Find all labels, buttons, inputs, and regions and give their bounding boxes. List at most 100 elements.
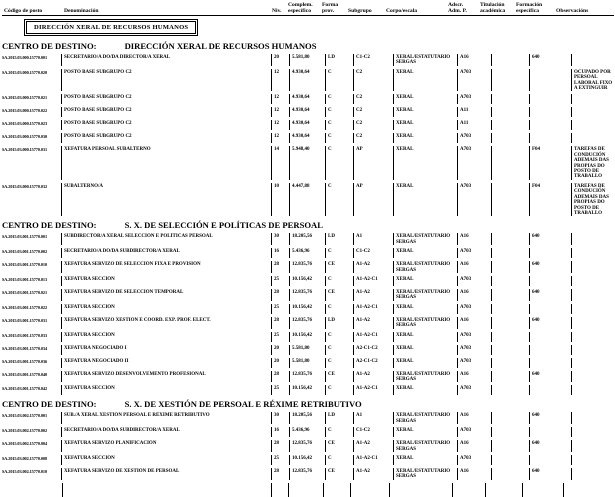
- centro-label: CENTRO DE DESTINO:: [2, 41, 97, 51]
- cell-titulacion: [491, 68, 529, 92]
- cell-titulacion: [491, 107, 529, 118]
- cell-observacions: [571, 385, 614, 396]
- cell-observacions: [571, 303, 614, 314]
- col-label: Corpo/escala: [386, 8, 418, 14]
- cell-corpo-escala: XERAL: [393, 303, 457, 314]
- table-row: SA.2015.03.000.15770.031 XEFATURA PERSOA…: [2, 146, 614, 180]
- centro-name: S. X. DE SELECCIÓN E POLÍTICAS DE PERSOA…: [124, 220, 323, 231]
- centro-name: DIRECCIÓN XERAL DE RECURSOS HUMANOS: [124, 41, 317, 51]
- cell-complemento: 12.835,76: [289, 468, 325, 480]
- cell-observacions: [571, 94, 614, 105]
- cell-observacions: [571, 427, 614, 438]
- table-row: SA.2015.03.001.15770.031 XEFATURA SERVIZ…: [2, 316, 614, 329]
- centro-label: CENTRO DE DESTINO:: [2, 399, 97, 410]
- cell-denominacion: POSTO BASE SUBGRUPO C2: [61, 68, 271, 92]
- cell-denominacion: XEFATURA SECCIÓN: [61, 275, 271, 286]
- cell-complemento: 10.156,42: [289, 331, 325, 342]
- cell-titulacion: [491, 440, 529, 452]
- cell-titulacion: [491, 233, 529, 246]
- cell-observacions: [571, 261, 614, 273]
- cell-complemento: 5.948,40: [289, 146, 325, 180]
- cell-titulacion: [491, 94, 529, 105]
- centro-name: S. X. DE XESTIÓN DE PERSOAL E RÉXIME RET…: [124, 399, 362, 410]
- cell-complemento: 4.930,64: [289, 107, 325, 118]
- cell-corpo-escala: XERAL: [393, 68, 457, 92]
- cell-corpo-escala: XERAL: [393, 385, 457, 396]
- cell-formacion: [529, 68, 571, 92]
- cell-denominacion: XEFATURA SERVIZO DESENVOLVEMENTO PROFESI…: [61, 370, 271, 383]
- cell-observacions: [571, 54, 614, 66]
- cell-codigo: SA.2015.03.002.15770.001: [2, 413, 47, 419]
- cell-complemento: 10.156,42: [289, 275, 325, 286]
- cell-nivel: 28: [271, 468, 289, 480]
- cell-complemento: 4.930,64: [289, 68, 325, 92]
- cell-nivel: 28: [271, 440, 289, 452]
- cell-titulacion: [491, 275, 529, 286]
- cell-adscricion: A16: [457, 468, 491, 480]
- cell-denominacion: XEFATURA SERVIZO PLANIFICACIÓN: [61, 440, 271, 452]
- cell-codigo: SA.2015.03.001.15770.002: [2, 249, 47, 255]
- table-row: SA.2015.03.001.15770.034 XEFATURA NEGOCI…: [2, 344, 614, 355]
- cell-complemento: 4.930,64: [289, 133, 325, 144]
- cell-denominacion: SECRETARIO/A DO/DA DIRECTOR/A XERAL: [61, 54, 271, 66]
- cell-forma-prov: C: [325, 331, 353, 342]
- table-row: SA.2015.03.001.15770.022 XEFATURA SECCIÓ…: [2, 303, 614, 314]
- cell-adscricion: A16: [457, 54, 491, 66]
- cell-nivel: 10: [271, 182, 289, 217]
- cell-denominacion: XEFATURA SERVIZO XESTIÓN E COORD. EXP. P…: [61, 316, 271, 329]
- col-label: Código de posto: [4, 8, 43, 14]
- cell-complemento: 5.581,80: [289, 357, 325, 368]
- cell-corpo-escala: XERAL: [393, 120, 457, 131]
- cell-forma-prov: C: [325, 146, 353, 180]
- cell-titulacion: [491, 427, 529, 438]
- cell-subgrupo: A1: [353, 233, 393, 246]
- cell-nivel: 28: [271, 261, 289, 273]
- cell-denominacion: SECRETARIO/A DO/DA SUBDIRECTOR/A XERAL: [61, 427, 271, 438]
- cell-titulacion: [491, 385, 529, 396]
- col-forma-provision: Forma prov.: [320, 2, 346, 14]
- cell-adscricion: A703: [457, 357, 491, 368]
- table-row: SA.2015.03.001.15770.002 SECRETARIO/A DO…: [2, 248, 614, 259]
- cell-denominacion: XEFATURA PERSOAL SUBALTERNO: [61, 146, 271, 180]
- col-denominacion: Denominación: [62, 8, 270, 14]
- cell-formacion: [529, 120, 571, 131]
- cell-codigo: SA.2015.03.001.15770.033: [2, 332, 47, 338]
- cell-subgrupo: A1-A2-C1: [353, 275, 393, 286]
- cell-codigo: SA.2015.03.002.15770.002: [2, 428, 47, 434]
- cell-adscricion: A703: [457, 94, 491, 105]
- cell-denominacion: XEFATURA SERVIZO DE SELECCIÓN FIXA E PRO…: [61, 261, 271, 273]
- table-row: SA.2015.03.001.15770.036 XEFATURA NEGOCI…: [2, 357, 614, 368]
- cell-denominacion: XEFATURA SECCIÓN: [61, 385, 271, 396]
- cell-codigo: SA.2015.03.000.15770.001: [2, 55, 47, 60]
- table-row: SA.2015.03.002.15770.002 SECRETARIO/A DO…: [2, 427, 614, 438]
- cell-forma-prov: CE: [325, 261, 353, 273]
- col-label: Adscr.: [448, 2, 464, 8]
- col-formacion-especifica: Formación específica: [514, 2, 554, 14]
- cell-formacion: [529, 107, 571, 118]
- table-row: SA.2015.03.002.15770.004 XEFATURA SERVIZ…: [2, 440, 614, 452]
- cell-formacion: F04: [529, 182, 571, 217]
- cell-complemento: 5.436,96: [289, 248, 325, 259]
- cell-observacions: [571, 248, 614, 259]
- col-label: académica: [480, 8, 506, 14]
- cell-subgrupo: A1-A2-C1: [353, 331, 393, 342]
- cell-titulacion: [491, 120, 529, 131]
- table-row: SA.2015.03.002.15770.010 XEFATURA SERVIZ…: [2, 468, 614, 480]
- section-rows: SA.2015.03.002.15770.001 SUB./A XERAL XE…: [2, 412, 614, 480]
- cell-subgrupo: C2: [353, 94, 393, 105]
- cell-formacion: 640: [529, 370, 571, 383]
- cell-subgrupo: C1-C2: [353, 248, 393, 259]
- cell-denominacion: XEFATURA SECCIÓN: [61, 331, 271, 342]
- col-codigo-de-posto: Código de posto: [2, 8, 62, 14]
- cell-complemento: 10.156,42: [289, 385, 325, 396]
- cell-formacion: [529, 357, 571, 368]
- cell-subgrupo: A1: [353, 412, 393, 425]
- cell-corpo-escala: XERAL: [393, 133, 457, 144]
- cell-titulacion: [491, 248, 529, 259]
- cell-formacion: [529, 94, 571, 105]
- centro-de-destino-line: CENTRO DE DESTINO: S. X. DE XESTIÓN DE P…: [2, 399, 614, 409]
- cell-formacion: 640: [529, 412, 571, 425]
- cell-complemento: 4.447,88: [289, 182, 325, 217]
- cell-observacions: [571, 412, 614, 425]
- cell-denominacion: SUB./A XERAL XESTIÓN PERSOAL E RÉXIME RE…: [61, 412, 271, 425]
